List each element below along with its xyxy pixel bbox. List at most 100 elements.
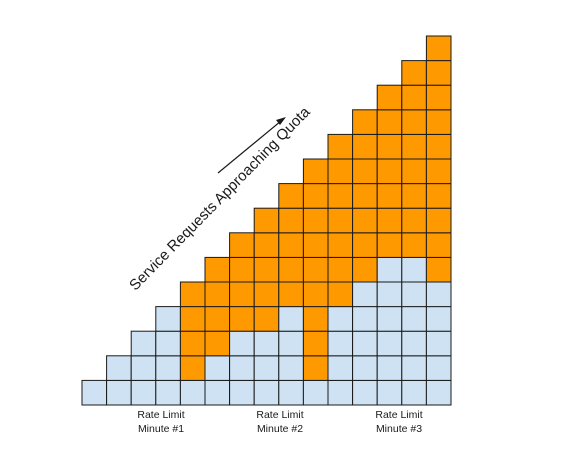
quota-request-cell: [425, 84, 452, 111]
request-cell: [401, 330, 427, 357]
request-cell: [253, 379, 280, 406]
quota-request-cell: [253, 256, 280, 283]
request-grid: [81, 35, 452, 406]
minute-3-line-1: Rate Limit: [375, 409, 422, 421]
quota-request-cell: [352, 183, 378, 209]
quota-request-cell: [401, 133, 427, 160]
quota-request-cell: [401, 158, 427, 185]
quota-request-cell: [253, 306, 280, 332]
quota-request-cell: [179, 306, 206, 332]
quota-request-cell: [204, 306, 231, 332]
quota-request-cell: [425, 133, 452, 160]
quota-request-cell: [425, 109, 452, 135]
quota-request-cell: [327, 183, 354, 209]
quota-request-cell: [327, 133, 354, 160]
quota-request-cell: [278, 256, 304, 283]
request-cell: [81, 379, 108, 406]
request-cell: [401, 306, 427, 332]
quota-request-cell: [179, 281, 206, 308]
quota-request-cell: [401, 232, 427, 258]
arrow-up-right-icon: [217, 120, 282, 174]
request-cell: [327, 306, 354, 332]
quota-request-cell: [302, 232, 329, 258]
quota-request-cell: [376, 158, 403, 185]
quota-request-cell: [376, 207, 403, 234]
request-cell: [376, 306, 403, 332]
request-cell: [155, 306, 181, 332]
request-cell: [352, 379, 378, 406]
request-cell: [401, 355, 427, 381]
quota-request-cell: [253, 232, 280, 258]
request-cell: [352, 330, 378, 357]
quota-request-cell: [229, 281, 255, 308]
request-cell: [352, 306, 378, 332]
quota-request-cell: [425, 256, 452, 283]
request-cell: [401, 281, 427, 308]
request-cell: [106, 379, 132, 406]
quota-request-cell: [278, 232, 304, 258]
request-cell: [425, 281, 452, 308]
quota-request-cell: [376, 133, 403, 160]
request-cell: [204, 379, 231, 406]
quota-request-cell: [278, 207, 304, 234]
quota-request-cell: [302, 256, 329, 283]
arrow-head: [276, 117, 286, 125]
minute-1-line-1: Rate Limit: [137, 409, 184, 421]
request-cell: [179, 379, 206, 406]
quota-request-cell: [302, 330, 329, 357]
quota-request-cell: [302, 306, 329, 332]
quota-request-cell: [327, 281, 354, 308]
quota-request-cell: [376, 109, 403, 135]
request-cell: [425, 306, 452, 332]
request-cell: [327, 330, 354, 357]
minute-1-line-2: Minute #1: [138, 423, 184, 435]
request-cell: [253, 355, 280, 381]
quota-request-cell: [425, 232, 452, 258]
request-cell: [327, 379, 354, 406]
request-cell: [352, 281, 378, 308]
quota-request-cell: [327, 207, 354, 234]
request-cell: [130, 379, 157, 406]
minute-2-line-1: Rate Limit: [256, 409, 303, 421]
request-cell: [130, 355, 157, 381]
quota-request-cell: [401, 84, 427, 111]
request-cell: [401, 256, 427, 283]
quota-request-cell: [352, 207, 378, 234]
request-cell: [376, 355, 403, 381]
quota-request-cell: [204, 281, 231, 308]
quota-request-cell: [327, 158, 354, 185]
quota-request-cell: [204, 256, 231, 283]
request-cell: [278, 306, 304, 332]
quota-request-cell: [401, 207, 427, 234]
request-cell: [130, 330, 157, 357]
quota-request-cell: [302, 355, 329, 381]
quota-request-cell: [425, 60, 452, 86]
quota-request-cell: [204, 330, 231, 357]
request-cell: [204, 355, 231, 381]
quota-request-cell: [278, 183, 304, 209]
quota-request-cell: [376, 84, 403, 111]
quota-request-cell: [352, 133, 378, 160]
request-cell: [278, 379, 304, 406]
request-cell: [302, 379, 329, 406]
minute-2-line-2: Minute #2: [257, 423, 303, 435]
request-cell: [155, 355, 181, 381]
quota-request-cell: [278, 281, 304, 308]
quota-request-cell: [302, 207, 329, 234]
quota-request-cell: [401, 60, 427, 86]
quota-request-cell: [352, 109, 378, 135]
trend-arrow: [217, 117, 286, 174]
minute-3-line-2: Minute #3: [376, 423, 422, 435]
quota-request-cell: [302, 281, 329, 308]
quota-request-cell: [327, 232, 354, 258]
request-cell: [425, 379, 452, 406]
request-cell: [278, 330, 304, 357]
quota-request-cell: [401, 183, 427, 209]
request-cell: [327, 355, 354, 381]
quota-request-cell: [302, 158, 329, 185]
request-cell: [229, 355, 255, 381]
request-cell: [278, 355, 304, 381]
quota-request-cell: [352, 158, 378, 185]
request-cell: [376, 281, 403, 308]
